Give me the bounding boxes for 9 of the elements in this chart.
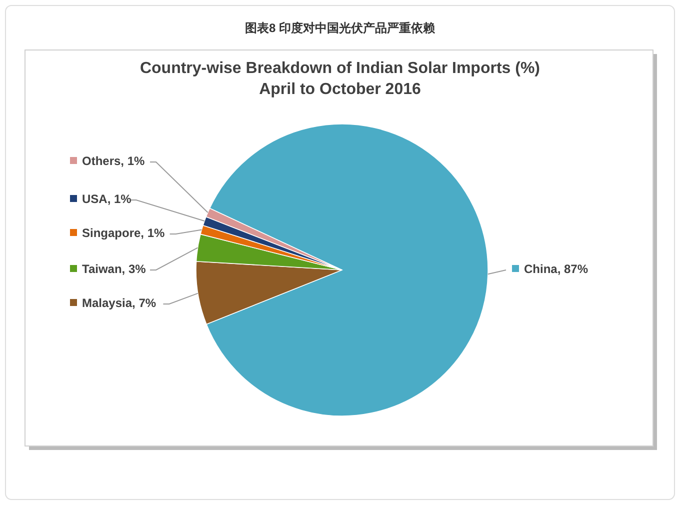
legend-label: Singapore, 1%	[82, 226, 166, 240]
text: 图表8 印度对中国光伏产品严重依赖	[244, 21, 436, 35]
legend-label: China, 87%	[524, 262, 588, 276]
chart-subtitle: April to October 2016	[259, 81, 422, 98]
legend-label: Taiwan, 3%	[82, 262, 146, 276]
legend-label: Others, 1%	[82, 154, 146, 168]
legend-label: USA, 1%	[82, 192, 132, 206]
chart-title: Country-wise Breakdown of Indian Solar Imports (%)	[140, 60, 540, 77]
legend-label: Malaysia, 7%	[82, 296, 156, 310]
